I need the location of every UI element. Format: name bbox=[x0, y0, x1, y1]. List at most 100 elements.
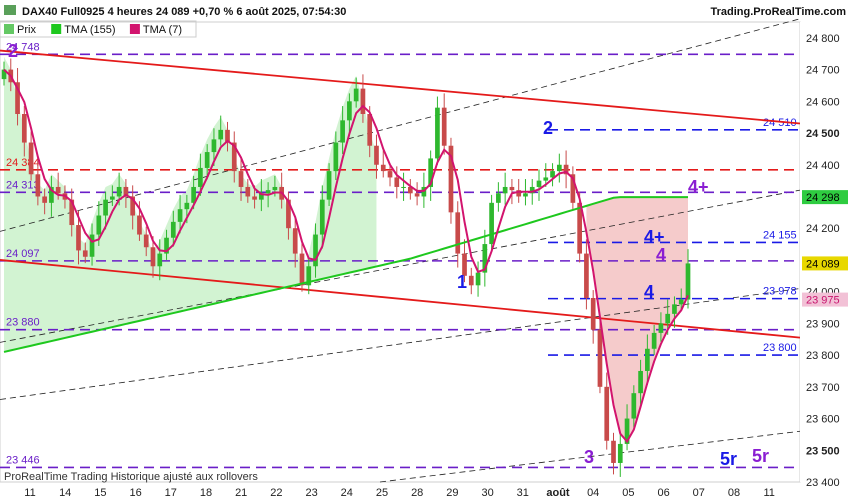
x-tick-label: 11 bbox=[763, 487, 774, 499]
legend-swatch-1 bbox=[51, 24, 62, 34]
candle-body bbox=[482, 244, 488, 273]
candle-body bbox=[645, 348, 650, 371]
candle-body bbox=[380, 164, 386, 172]
y-tick-label: 24 600 bbox=[806, 96, 840, 108]
candle-body bbox=[543, 177, 549, 181]
x-tick-label: 29 bbox=[446, 487, 458, 499]
candle-body bbox=[570, 174, 576, 203]
candle-body bbox=[475, 272, 481, 286]
candle-body bbox=[685, 263, 691, 300]
resistance-line bbox=[0, 49, 801, 125]
candle-body bbox=[55, 186, 61, 194]
candle-body bbox=[374, 145, 379, 165]
chart-icon bbox=[4, 5, 16, 15]
candle-body bbox=[624, 418, 630, 444]
level-label-0: 24 748 bbox=[6, 41, 40, 53]
candle-body bbox=[198, 167, 203, 187]
channel-line-1 bbox=[0, 189, 801, 343]
candle-body bbox=[103, 199, 108, 216]
footer-note: ProRealTime Trading Historique ajusté au… bbox=[4, 471, 258, 483]
candle-body bbox=[218, 129, 224, 140]
candle-body bbox=[49, 186, 54, 203]
tma7-line bbox=[3, 68, 689, 444]
candle-body bbox=[299, 253, 305, 286]
candle-body bbox=[130, 196, 136, 216]
candle-body bbox=[143, 234, 149, 248]
candle-body bbox=[170, 221, 176, 238]
wave-label-7: 4+ bbox=[688, 177, 709, 197]
x-tick-label: 11 bbox=[24, 487, 35, 499]
x-tick-label: 22 bbox=[270, 487, 282, 499]
candle-body bbox=[76, 225, 81, 251]
candle-body bbox=[326, 171, 332, 200]
x-tick-label: 08 bbox=[728, 487, 740, 499]
candle-body bbox=[387, 171, 393, 178]
price-tag-1 bbox=[802, 190, 848, 205]
candle-body bbox=[584, 253, 589, 298]
candle-body bbox=[123, 186, 129, 197]
candle-body bbox=[516, 190, 522, 197]
candle-body bbox=[597, 329, 603, 387]
wave-label-8: 5r bbox=[720, 449, 737, 469]
candle-body bbox=[651, 332, 657, 349]
y-tick-label: 24 200 bbox=[806, 223, 840, 235]
x-tick-label: 24 bbox=[341, 487, 353, 499]
x-tick-label: 21 bbox=[235, 487, 247, 499]
candle-body bbox=[347, 101, 352, 121]
candle-body bbox=[529, 186, 535, 194]
candle-body bbox=[42, 196, 47, 203]
candle-body bbox=[286, 199, 291, 229]
tma155-line bbox=[3, 196, 688, 353]
candle-body bbox=[252, 196, 257, 200]
trend-fill-green bbox=[4, 56, 377, 352]
candle-body bbox=[556, 164, 562, 172]
x-tick-label: 16 bbox=[129, 487, 141, 499]
candle-body bbox=[69, 199, 75, 226]
candle-body bbox=[110, 196, 115, 200]
candle-body bbox=[238, 171, 244, 187]
candle-body bbox=[665, 313, 671, 324]
candle-body bbox=[89, 234, 95, 257]
x-tick-label: 28 bbox=[411, 487, 423, 499]
candle-body bbox=[191, 186, 196, 203]
channel-line-3 bbox=[379, 430, 801, 483]
y-tick-label: 23 900 bbox=[806, 318, 840, 330]
candle-body bbox=[496, 193, 501, 203]
candle-body bbox=[617, 443, 623, 463]
y-tick-label: 24 500 bbox=[806, 128, 840, 140]
chart-title: DAX40 Full0925 4 heures 24 089 +0,70 % 6… bbox=[22, 6, 346, 18]
x-tick-label: 23 bbox=[305, 487, 317, 499]
candle-body bbox=[231, 142, 237, 172]
candle-body bbox=[82, 250, 88, 257]
y-tick-label: 24 400 bbox=[806, 160, 840, 172]
candle-body bbox=[265, 190, 271, 194]
candle-body bbox=[611, 440, 616, 463]
site-label: Trading.ProRealTime.com bbox=[710, 6, 846, 18]
candle-body bbox=[245, 186, 251, 197]
candle-body bbox=[164, 237, 169, 254]
candle-body bbox=[292, 228, 298, 254]
candle-body bbox=[401, 186, 406, 188]
candle-body bbox=[211, 139, 217, 153]
x-tick-label: 18 bbox=[200, 487, 212, 499]
candle-body bbox=[502, 186, 508, 194]
candle-body bbox=[137, 215, 142, 235]
level-label-5: 24 097 bbox=[6, 248, 40, 260]
candle-body bbox=[28, 142, 34, 175]
candle-body bbox=[414, 193, 420, 197]
candle-body bbox=[523, 193, 528, 197]
y-tick-label: 23 800 bbox=[806, 350, 840, 362]
candle-body bbox=[536, 180, 542, 187]
level-label-7: 23 880 bbox=[6, 317, 40, 329]
price-tag-2 bbox=[802, 292, 848, 307]
candle-body bbox=[672, 304, 677, 314]
candle-body bbox=[509, 186, 515, 191]
candle-body bbox=[455, 212, 461, 254]
level-label-3: 24 313 bbox=[6, 179, 40, 191]
wave-label-1: 1 bbox=[457, 272, 467, 292]
wave-label-6: 4+ bbox=[644, 227, 665, 247]
candle-body bbox=[319, 199, 325, 235]
support-line bbox=[0, 259, 801, 339]
y-tick-label: 23 600 bbox=[806, 414, 840, 426]
